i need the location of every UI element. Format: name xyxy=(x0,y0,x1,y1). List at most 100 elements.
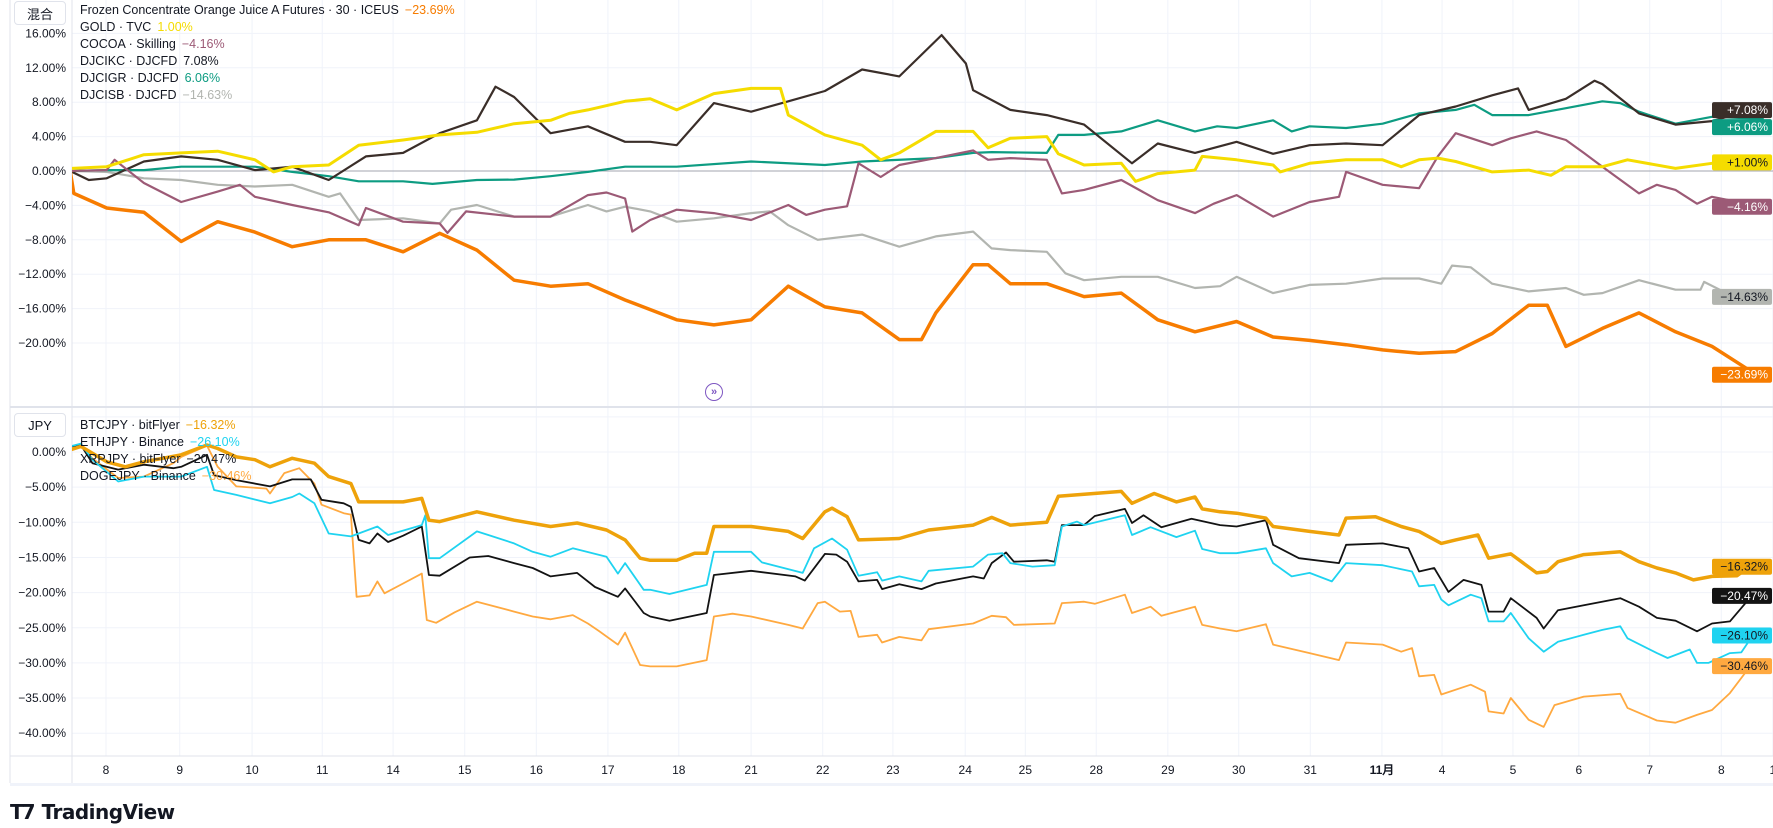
legend-value: 6.06% xyxy=(184,71,221,85)
legend-row-ojfutures[interactable]: Frozen Concentrate Orange Juice A Future… xyxy=(80,2,455,19)
last-value-badge-label: −30.46% xyxy=(1720,659,1768,673)
legend-row-djcigr[interactable]: DJCIGR · DJCFD 6.06% xyxy=(80,70,455,87)
series-line xyxy=(72,443,1765,582)
legend-symbol: Frozen Concentrate Orange Juice A Future… xyxy=(80,3,399,17)
x-axis-tick-label: 18 xyxy=(672,763,686,777)
series-line xyxy=(72,33,1764,182)
bottom-pane-legend: BTCJPY · bitFlyer −16.32% ETHJPY · Binanc… xyxy=(80,417,252,485)
series-group xyxy=(72,33,1765,377)
legend-row-dogejpy[interactable]: DOGEJPY · Binance −30.46% xyxy=(80,468,252,485)
x-axis-tick-label: 23 xyxy=(886,763,900,777)
x-axis-tick-label: 11月 xyxy=(1370,763,1395,777)
series-line xyxy=(72,169,1754,298)
legend-symbol: DOGEJPY · Binance xyxy=(80,469,196,483)
y-axis-tick-label: 4.00% xyxy=(32,130,66,144)
last-value-badge xyxy=(1712,119,1772,136)
y-axis-tick-label: −16.00% xyxy=(18,302,66,316)
series-line xyxy=(72,442,1764,664)
last-value-badge xyxy=(1712,558,1772,575)
x-axis-tick-label: 8 xyxy=(103,763,110,777)
x-axis-tick-label: 7 xyxy=(1646,763,1653,777)
bottom-pane-scale-button[interactable]: JPY xyxy=(14,413,66,437)
legend-row-cocoa[interactable]: COCOA · Skilling −4.16% xyxy=(80,36,455,53)
x-axis-tick-label: 30 xyxy=(1232,763,1246,777)
x-axis-tick-label: 16 xyxy=(530,763,544,777)
legend-symbol: BTCJPY · bitFlyer xyxy=(80,418,180,432)
last-value-badge-label: +1.00% xyxy=(1727,155,1768,169)
y-axis-tick-label: −30.00% xyxy=(18,656,66,670)
legend-value: −16.32% xyxy=(185,418,236,432)
legend-value: 7.08% xyxy=(183,54,219,68)
top-pane-legend: Frozen Concentrate Orange Juice A Future… xyxy=(80,2,455,104)
y-axis-tick-label: 12.00% xyxy=(25,61,66,75)
y-axis-tick-label: −20.00% xyxy=(18,336,66,350)
x-axis-tick-label: 5 xyxy=(1510,763,1517,777)
legend-value: −30.46% xyxy=(201,469,252,483)
chart-frame-bottom xyxy=(10,783,1773,786)
y-axis-tick-label: −25.00% xyxy=(18,621,66,635)
tradingview-logo[interactable]: T7 TradingView xyxy=(10,800,175,824)
last-value-badge-label: −16.32% xyxy=(1720,560,1768,574)
x-axis-tick-label: 1 xyxy=(1770,763,1773,777)
x-axis-tick-label: 21 xyxy=(744,763,758,777)
y-axis-tick-label: −4.00% xyxy=(25,198,66,212)
legend-row-djcikc[interactable]: DJCIKC · DJCFD 7.08% xyxy=(80,53,455,70)
x-axis-tick-label: 17 xyxy=(601,763,615,777)
x-axis-tick-label: 8 xyxy=(1718,763,1725,777)
y-axis-tick-label: −20.00% xyxy=(18,586,66,600)
x-axis-tick-label: 15 xyxy=(458,763,472,777)
series-line xyxy=(72,444,1764,633)
y-axis-tick-label: −5.00% xyxy=(25,480,66,494)
x-axis-tick-label: 10 xyxy=(245,763,259,777)
last-value-badge-label: −14.63% xyxy=(1720,290,1768,304)
legend-value: −20.47% xyxy=(186,452,237,466)
last-value-badge xyxy=(1712,102,1772,119)
y-axis-tick-label: 16.00% xyxy=(25,26,66,40)
y-axis-tick-label: −35.00% xyxy=(18,691,66,705)
tradingview-mark-icon: T7 xyxy=(10,800,36,824)
last-value-badge xyxy=(1712,198,1772,215)
legend-symbol: DJCIGR · DJCFD xyxy=(80,71,179,85)
legend-row-ethjpy[interactable]: ETHJPY · Binance −26.10% xyxy=(80,434,252,451)
legend-row-btcjpy[interactable]: BTCJPY · bitFlyer −16.32% xyxy=(80,417,252,434)
x-axis-tick-label: 25 xyxy=(1019,763,1033,777)
last-value-badge-label: −20.47% xyxy=(1720,589,1768,603)
y-axis-tick-label: 8.00% xyxy=(32,95,66,109)
x-axis-tick-label: 28 xyxy=(1090,763,1104,777)
legend-value: −14.63% xyxy=(182,88,233,102)
series-line xyxy=(72,130,1764,234)
last-value-badge xyxy=(1712,587,1772,604)
y-axis-tick-label: 0.00% xyxy=(32,164,66,178)
top-pane-scale-button[interactable]: 混合 xyxy=(14,1,66,25)
legend-row-djcisb[interactable]: DJCISB · DJCFD −14.63% xyxy=(80,87,455,104)
x-axis-tick-label: 22 xyxy=(816,763,830,777)
y-axis-tick-label: −12.00% xyxy=(18,267,66,281)
x-axis-tick-label: 14 xyxy=(386,763,400,777)
last-value-badge-label: −26.10% xyxy=(1720,628,1768,642)
y-axis-tick-label: −8.00% xyxy=(25,233,66,247)
y-axis-tick-label: −10.00% xyxy=(18,515,66,529)
x-axis-tick-label: 24 xyxy=(959,763,973,777)
last-value-badge xyxy=(1712,154,1772,171)
legend-symbol: COCOA · Skilling xyxy=(80,37,176,51)
legend-row-gold[interactable]: GOLD · TVC 1.00% xyxy=(80,19,455,36)
legend-symbol: ETHJPY · Binance xyxy=(80,435,184,449)
y-axis-tick-label: 0.00% xyxy=(32,445,66,459)
last-value-badge xyxy=(1712,627,1772,644)
x-axis-tick-label: 6 xyxy=(1575,763,1582,777)
legend-row-xrpjpy[interactable]: XRPJPY · bitFlyer −20.47% xyxy=(80,451,252,468)
legend-value: −4.16% xyxy=(181,37,225,51)
pane-separator xyxy=(10,406,1773,408)
last-value-badge xyxy=(1712,288,1772,305)
legend-symbol: DJCISB · DJCFD xyxy=(80,88,177,102)
last-value-badge-label: −23.69% xyxy=(1720,368,1768,382)
last-value-badge xyxy=(1712,658,1772,675)
legend-symbol: GOLD · TVC xyxy=(80,20,152,34)
x-axis-tick-label: 29 xyxy=(1161,763,1175,777)
legend-value: 1.00% xyxy=(157,20,193,34)
scroll-to-realtime-icon[interactable]: » xyxy=(705,383,723,401)
legend-value: −26.10% xyxy=(189,435,240,449)
x-axis-tick-label: 4 xyxy=(1439,763,1446,777)
last-value-badge-label: +6.06% xyxy=(1727,120,1768,134)
